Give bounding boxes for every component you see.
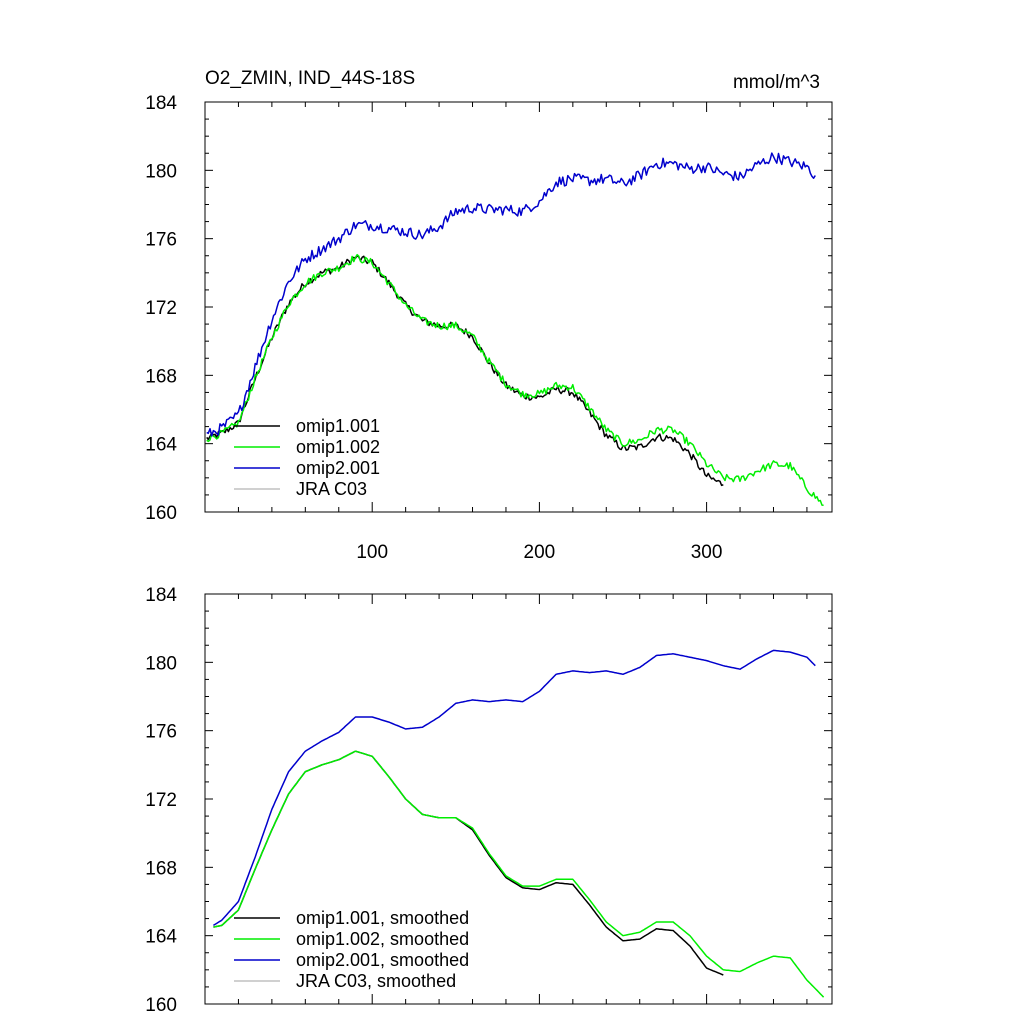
legend-entry: omip1.002, smoothed	[296, 929, 469, 949]
y-tick-label: 180	[145, 161, 177, 182]
y-tick-label: 168	[145, 366, 177, 387]
y-tick-label: 172	[145, 790, 177, 811]
y-tick-label: 184	[145, 585, 177, 606]
legend-entry: JRA C03	[296, 479, 367, 499]
y-tick-label: 160	[145, 503, 177, 524]
legend-entry: omip1.001, smoothed	[296, 908, 469, 928]
y-tick-label: 160	[145, 995, 177, 1016]
figure-title: O2_ZMIN, IND_44S-18S	[205, 68, 415, 89]
y-tick-label: 164	[145, 435, 177, 456]
series-line	[213, 750, 825, 998]
y-tick-label: 176	[145, 230, 177, 251]
x-tick-label: 200	[524, 542, 556, 563]
x-tick-label: 300	[691, 542, 723, 563]
y-tick-label: 176	[145, 722, 177, 743]
legend-entry: omip2.001, smoothed	[296, 950, 469, 970]
legend-entry: omip2.001	[296, 458, 380, 478]
y-tick-label: 180	[145, 653, 177, 674]
y-tick-label: 172	[145, 298, 177, 319]
y-tick-label: 168	[145, 858, 177, 879]
y-tick-label: 164	[145, 927, 177, 948]
units-label: mmol/m^3	[733, 72, 820, 93]
series-line	[213, 649, 816, 927]
y-tick-label: 184	[145, 93, 177, 114]
chart-panel-smoothed: 160 164 168 172 176 180 184 omip1.001, smoothed…	[145, 585, 833, 1016]
legend-entry: omip1.001	[296, 416, 380, 436]
x-tick-label: 100	[356, 542, 388, 563]
series-line	[206, 152, 816, 437]
legend-entry: omip1.002	[296, 437, 380, 457]
legend-entry: JRA C03, smoothed	[296, 971, 456, 991]
series-line	[206, 253, 824, 506]
